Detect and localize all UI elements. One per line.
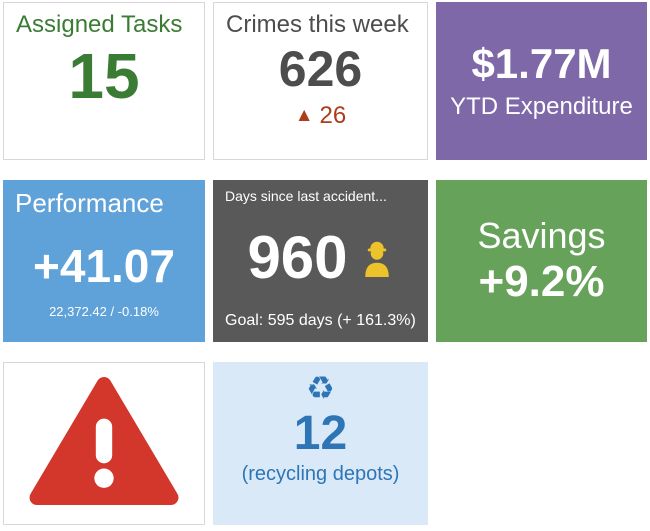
expenditure-tile: $1.77M YTD Expenditure: [436, 2, 647, 160]
accident-mid: 960: [213, 204, 428, 312]
dashboard-grid: Assigned Tasks 15 Crimes this week 626 ▲…: [3, 2, 647, 526]
up-triangle-icon: ▲: [294, 104, 314, 126]
accident-title: Days since last accident...: [225, 188, 387, 204]
performance-body: +41.07 22,372.42 / -0.18%: [3, 219, 205, 342]
expenditure-label: YTD Expenditure: [450, 93, 633, 121]
crimes-delta: ▲ 26: [214, 102, 427, 130]
accident-tile: Days since last accident... 960 Goal: 59…: [213, 180, 428, 342]
recycling-label: (recycling depots): [241, 462, 400, 485]
crimes-tile: Crimes this week 626 ▲ 26: [213, 2, 428, 160]
performance-title: Performance: [15, 188, 164, 218]
crimes-title: Crimes this week: [226, 11, 409, 38]
crimes-value: 626: [278, 41, 363, 97]
savings-value: +9.2%: [478, 256, 605, 306]
performance-detail: 22,372.42 / -0.18%: [49, 304, 159, 320]
savings-tile: Savings +9.2%: [436, 180, 647, 342]
performance-value: +41.07: [33, 239, 175, 292]
crimes-delta-value: 26: [319, 101, 347, 129]
assigned-tasks-value: 15: [68, 40, 140, 112]
accident-value: 960: [247, 224, 348, 291]
recycle-icon: ♻: [306, 370, 335, 406]
savings-title: Savings: [477, 215, 606, 256]
recycling-tile: ♻ 12 (recycling depots): [213, 362, 428, 525]
warning-tile: [3, 362, 205, 525]
assigned-tasks-tile: Assigned Tasks 15: [3, 2, 205, 160]
assigned-tasks-title: Assigned Tasks: [16, 11, 183, 38]
performance-tile: Performance +41.07 22,372.42 / -0.18%: [3, 180, 205, 342]
recycling-value: 12: [293, 407, 348, 460]
worker-icon: [360, 235, 394, 282]
expenditure-value: $1.77M: [471, 39, 612, 87]
accident-goal: Goal: 595 days (+ 161.3%): [225, 312, 416, 329]
warning-icon: [29, 374, 179, 513]
